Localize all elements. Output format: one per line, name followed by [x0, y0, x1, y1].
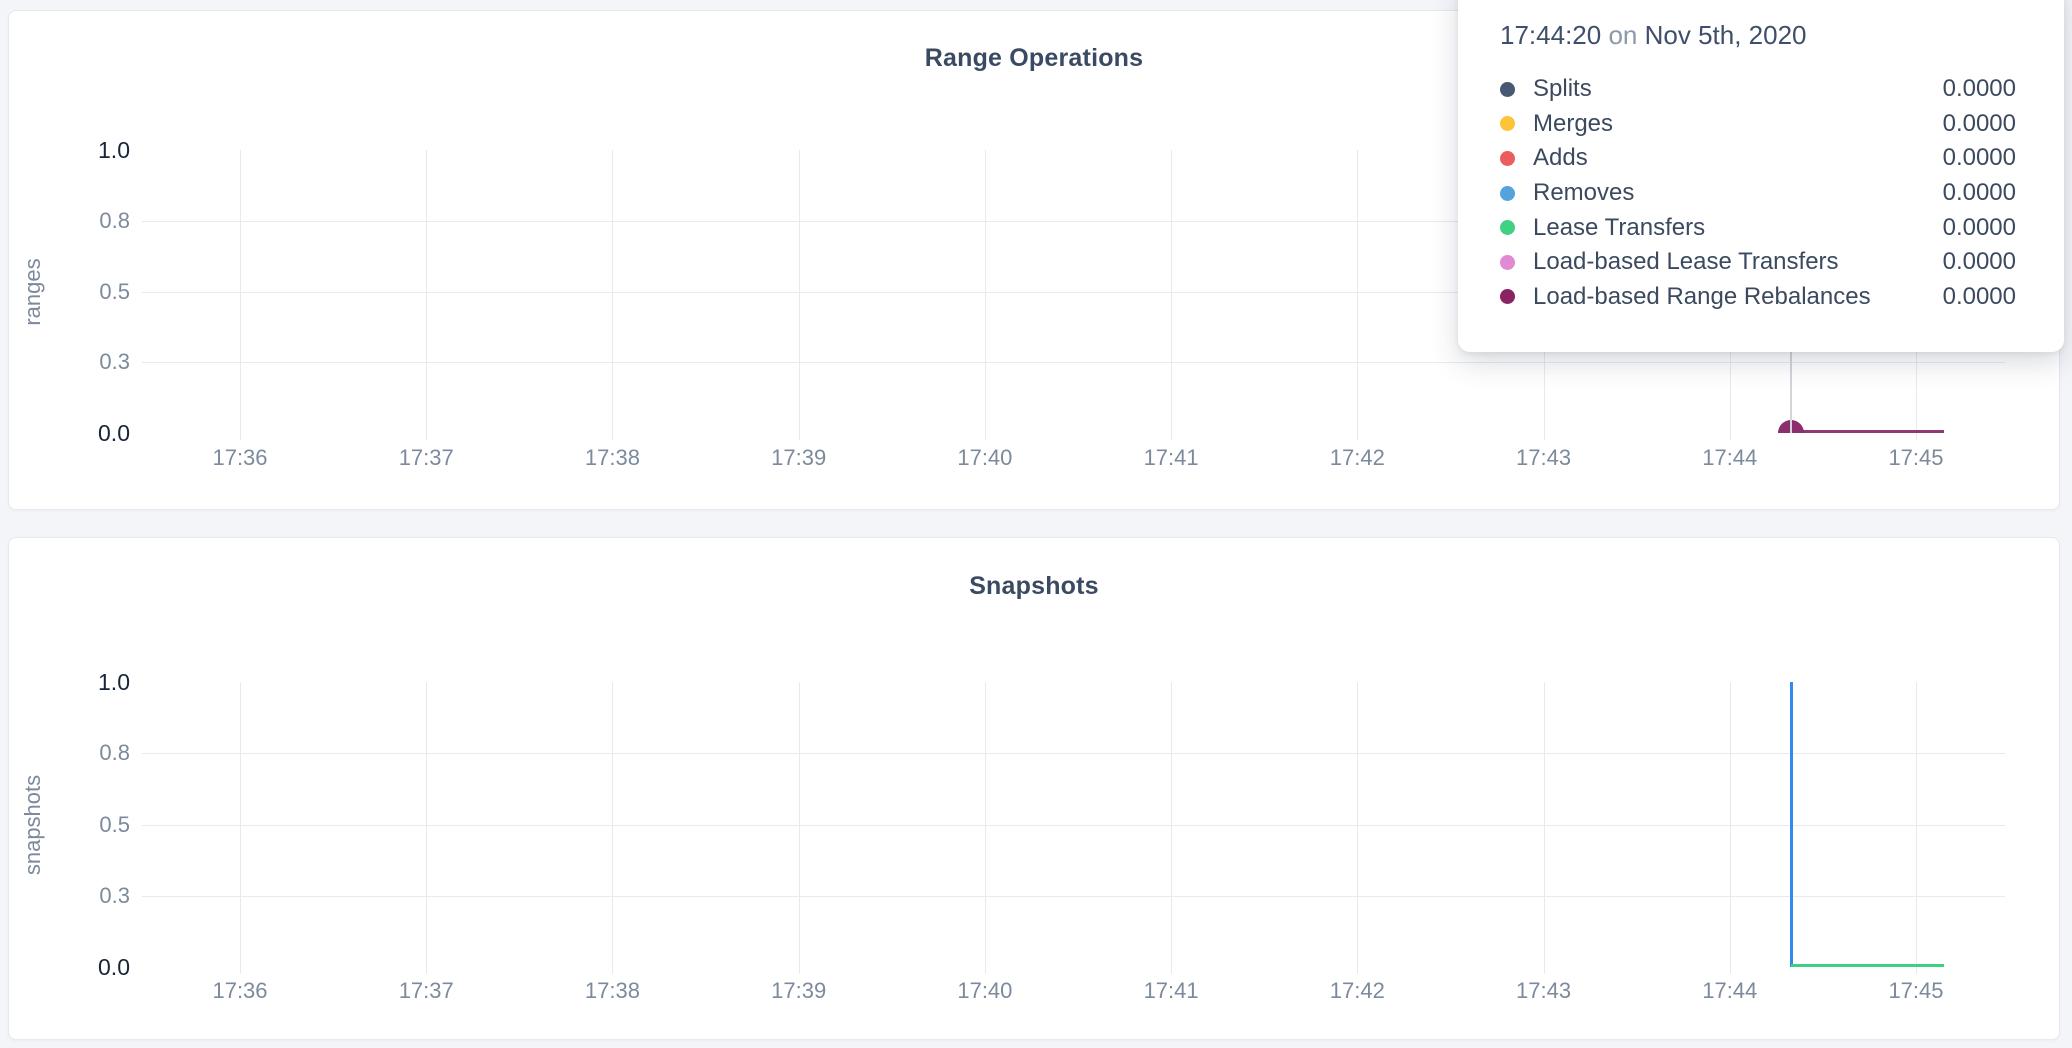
chart-title-snapshots: Snapshots	[969, 572, 1099, 600]
snapshots-card: Snapshots	[8, 537, 2060, 1040]
legend-color-dot	[1500, 254, 1515, 270]
legend-color-dot	[1500, 81, 1515, 97]
legend-series-label: Splits	[1533, 75, 1592, 103]
legend-series-label: Adds	[1533, 144, 1588, 172]
legend-row-splits: Splits 0.0000	[1500, 72, 2016, 107]
legend-row-removes: Removes 0.0000	[1500, 176, 2016, 211]
legend-series-label: Load-based Range Rebalances	[1533, 282, 1871, 310]
legend-series-value: 0.0000	[1942, 248, 2016, 276]
legend-series-value: 0.0000	[1942, 144, 2016, 172]
legend-series-label: Removes	[1533, 179, 1635, 207]
legend-series-value: 0.0000	[1942, 282, 2016, 310]
legend-row-merges: Merges 0.0000	[1500, 107, 2016, 142]
legend-series-value: 0.0000	[1942, 109, 2016, 137]
legend-row-adds: Adds 0.0000	[1500, 141, 2016, 176]
legend-row-load-based-lease-transfers: Load-based Lease Transfers 0.0000	[1500, 245, 2016, 280]
legend-series-value: 0.0000	[1942, 213, 2016, 241]
tooltip-timestamp: 17:44:20 on Nov 5th, 2020	[1500, 20, 1807, 51]
tooltip-date: Nov 5th, 2020	[1644, 20, 1807, 50]
tooltip-time: 17:44:20	[1500, 20, 1602, 50]
legend-series-value: 0.0000	[1942, 179, 2016, 207]
chart-title-range-operations: Range Operations	[924, 44, 1144, 72]
tooltip-on-word: on	[1608, 20, 1638, 50]
legend-row-lease-transfers: Lease Transfers 0.0000	[1500, 210, 2016, 245]
legend-series-label: Lease Transfers	[1533, 213, 1706, 241]
legend-series-label: Merges	[1533, 109, 1614, 137]
tooltip-series-list: Splits 0.0000 Merges 0.0000 Adds 0.0000 Remove…	[1500, 72, 2016, 314]
legend-color-dot	[1500, 220, 1515, 236]
legend-color-dot	[1500, 150, 1515, 166]
legend-color-dot	[1500, 289, 1515, 305]
legend-color-dot	[1500, 185, 1515, 201]
legend-color-dot	[1500, 116, 1515, 132]
legend-row-load-based-range-rebalances: Load-based Range Rebalances 0.0000	[1500, 280, 2016, 315]
legend-series-label: Load-based Lease Transfers	[1533, 248, 1839, 276]
legend-series-value: 0.0000	[1942, 75, 2016, 103]
hover-tooltip: 17:44:20 on Nov 5th, 2020 Splits 0.0000 Me…	[1458, 0, 2064, 352]
